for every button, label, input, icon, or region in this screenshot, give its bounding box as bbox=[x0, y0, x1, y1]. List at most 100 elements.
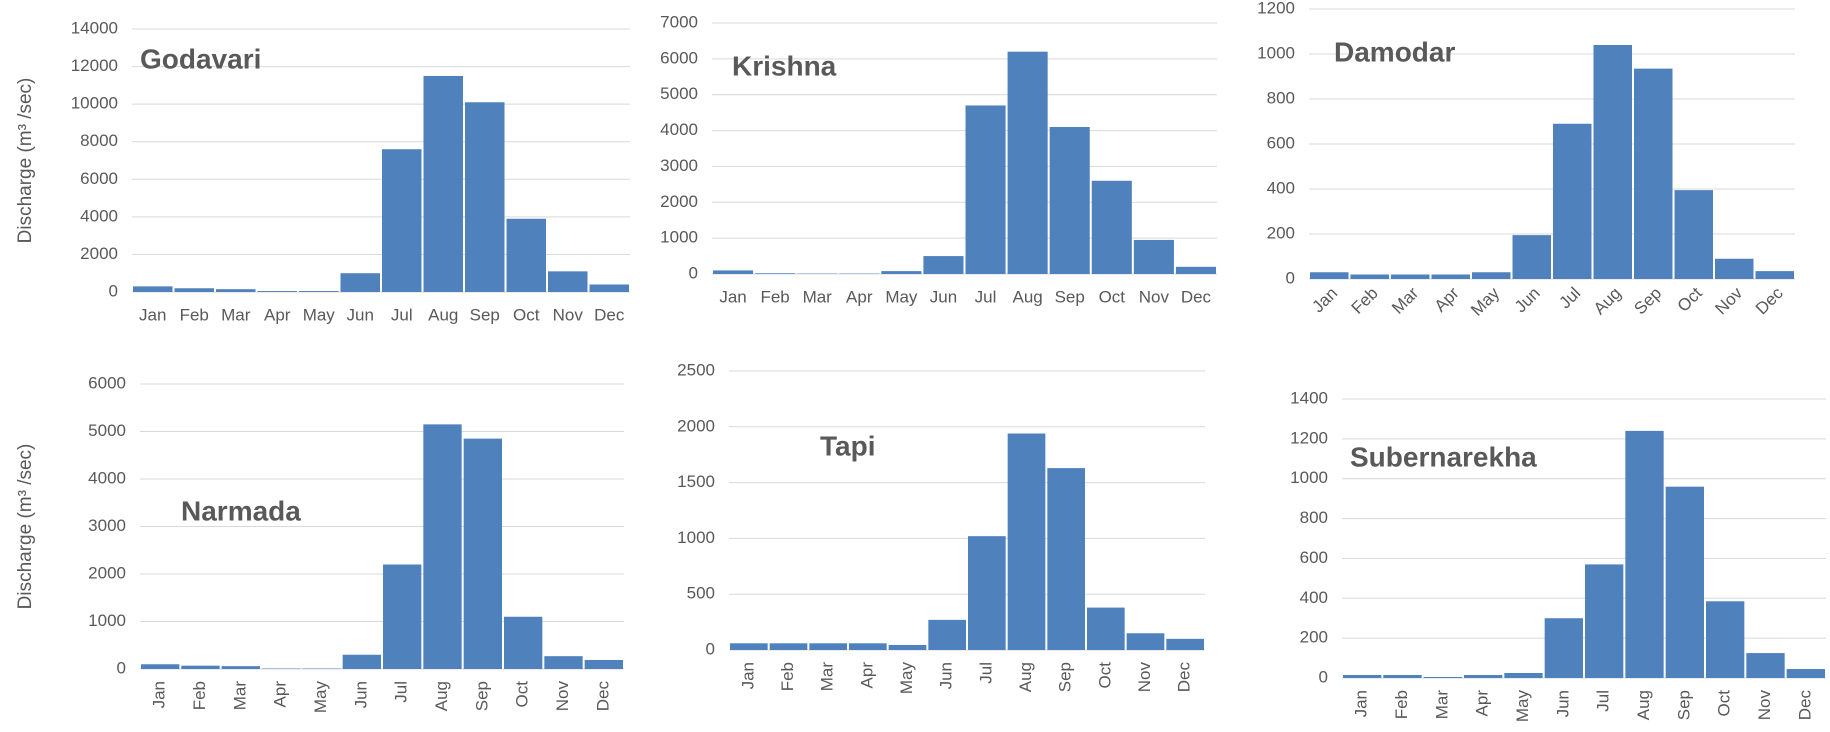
bar bbox=[1544, 618, 1583, 678]
bar bbox=[1423, 677, 1462, 678]
bar bbox=[1087, 607, 1125, 650]
x-tick-label: Feb bbox=[760, 287, 789, 306]
x-tick-label: Jun bbox=[937, 662, 956, 689]
bar bbox=[1464, 675, 1503, 678]
bar bbox=[383, 564, 422, 669]
x-tick-label: Aug bbox=[432, 681, 451, 711]
bar bbox=[342, 654, 381, 669]
x-tick-label: Dec bbox=[594, 305, 625, 324]
y-tick-label: 1000 bbox=[1290, 468, 1328, 487]
bar bbox=[1343, 675, 1382, 678]
bar bbox=[216, 289, 256, 292]
y-tick-label: 1400 bbox=[1290, 388, 1328, 407]
x-tick-label: Oct bbox=[1715, 690, 1734, 717]
bar bbox=[257, 291, 297, 292]
x-tick-label: Feb bbox=[1392, 690, 1411, 719]
x-tick-label: Apr bbox=[271, 681, 290, 708]
y-tick-label: 10000 bbox=[71, 94, 118, 113]
y-tick-label: 0 bbox=[109, 281, 118, 300]
x-tick-label: Apr bbox=[857, 662, 876, 689]
y-tick-label: 7000 bbox=[660, 12, 698, 31]
bar bbox=[730, 643, 768, 650]
x-tick-label: Jun bbox=[351, 681, 370, 708]
y-tick-label: 1000 bbox=[88, 611, 126, 630]
bar bbox=[589, 284, 629, 292]
x-tick-label: Mar bbox=[221, 305, 251, 324]
bar bbox=[928, 619, 966, 650]
bar bbox=[1049, 126, 1090, 274]
x-tick-label: Dec bbox=[1181, 287, 1212, 306]
y-tick-label: 3000 bbox=[88, 516, 126, 535]
y-tick-label: 4000 bbox=[88, 468, 126, 487]
x-tick-label: Nov bbox=[553, 305, 584, 324]
y-tick-label: 0 bbox=[689, 263, 698, 282]
bar bbox=[888, 644, 927, 650]
y-tick-label: 0 bbox=[1319, 667, 1328, 686]
bar bbox=[463, 438, 502, 669]
bar bbox=[174, 288, 214, 292]
y-tick-label: 2000 bbox=[677, 416, 715, 435]
y-tick-label: 600 bbox=[1300, 548, 1328, 567]
x-tick-label: Mar bbox=[1388, 283, 1422, 317]
x-tick-label: Jan bbox=[738, 662, 757, 689]
bar bbox=[1674, 190, 1713, 279]
bar bbox=[1625, 430, 1664, 678]
x-tick-label: Jul bbox=[975, 287, 997, 306]
y-tick-label: 6000 bbox=[88, 373, 126, 392]
y-tick-label: 800 bbox=[1300, 508, 1328, 527]
y-tick-label: 600 bbox=[1267, 133, 1295, 152]
bar bbox=[965, 105, 1006, 274]
bar bbox=[1350, 274, 1389, 279]
bar bbox=[1585, 564, 1624, 678]
y-tick-label: 5000 bbox=[660, 84, 698, 103]
y-tick-label: 4000 bbox=[660, 120, 698, 139]
x-tick-label: May bbox=[303, 305, 336, 324]
x-tick-label: Jan bbox=[139, 305, 166, 324]
bar bbox=[584, 659, 623, 669]
y-tick-label: 14000 bbox=[71, 18, 118, 37]
bar bbox=[1593, 45, 1632, 279]
y-tick-label: 1000 bbox=[660, 228, 698, 247]
x-tick-label: Jan bbox=[719, 287, 746, 306]
bar bbox=[923, 256, 964, 274]
x-tick-label: Mar bbox=[818, 662, 837, 692]
bar bbox=[1786, 669, 1825, 678]
bar bbox=[1706, 601, 1745, 678]
bar bbox=[1665, 486, 1704, 678]
bar bbox=[141, 664, 180, 669]
x-tick-label: Apr bbox=[1431, 283, 1463, 315]
x-tick-label: Feb bbox=[190, 681, 209, 710]
y-tick-label: 6000 bbox=[80, 169, 118, 188]
x-tick-label: Sep bbox=[1056, 662, 1075, 692]
y-tick-label: 12000 bbox=[71, 56, 118, 75]
bar bbox=[1126, 633, 1165, 650]
bar bbox=[1383, 675, 1422, 678]
x-tick-label: Apr bbox=[846, 287, 873, 306]
x-tick-label: May bbox=[885, 287, 918, 306]
x-tick-label: Oct bbox=[1674, 283, 1706, 315]
x-tick-label: Sep bbox=[1674, 690, 1693, 720]
x-tick-label: May bbox=[1513, 690, 1532, 723]
x-tick-label: Apr bbox=[1473, 690, 1492, 717]
x-tick-label: Sep bbox=[472, 681, 491, 711]
x-tick-label: Jul bbox=[1594, 690, 1613, 712]
y-axis-label: Discharge (m³ /sec) bbox=[15, 444, 36, 610]
bar bbox=[1166, 638, 1204, 650]
bar bbox=[1504, 673, 1543, 678]
y-tick-label: 400 bbox=[1300, 588, 1328, 607]
chart-title: Damodar bbox=[1334, 36, 1455, 67]
bar bbox=[1007, 433, 1046, 650]
y-tick-label: 0 bbox=[1286, 268, 1295, 287]
bar bbox=[465, 102, 505, 292]
x-tick-label: Jun bbox=[347, 305, 374, 324]
x-tick-label: Jan bbox=[1308, 284, 1341, 317]
chart-title: Tapi bbox=[820, 430, 875, 461]
bar bbox=[1431, 274, 1470, 279]
y-tick-label: 0 bbox=[117, 658, 126, 677]
x-tick-label: Apr bbox=[264, 305, 291, 324]
bar bbox=[1512, 235, 1551, 279]
bar bbox=[1746, 653, 1785, 678]
y-tick-label: 2000 bbox=[660, 192, 698, 211]
x-tick-label: Oct bbox=[513, 681, 532, 708]
x-tick-label: Feb bbox=[180, 305, 209, 324]
